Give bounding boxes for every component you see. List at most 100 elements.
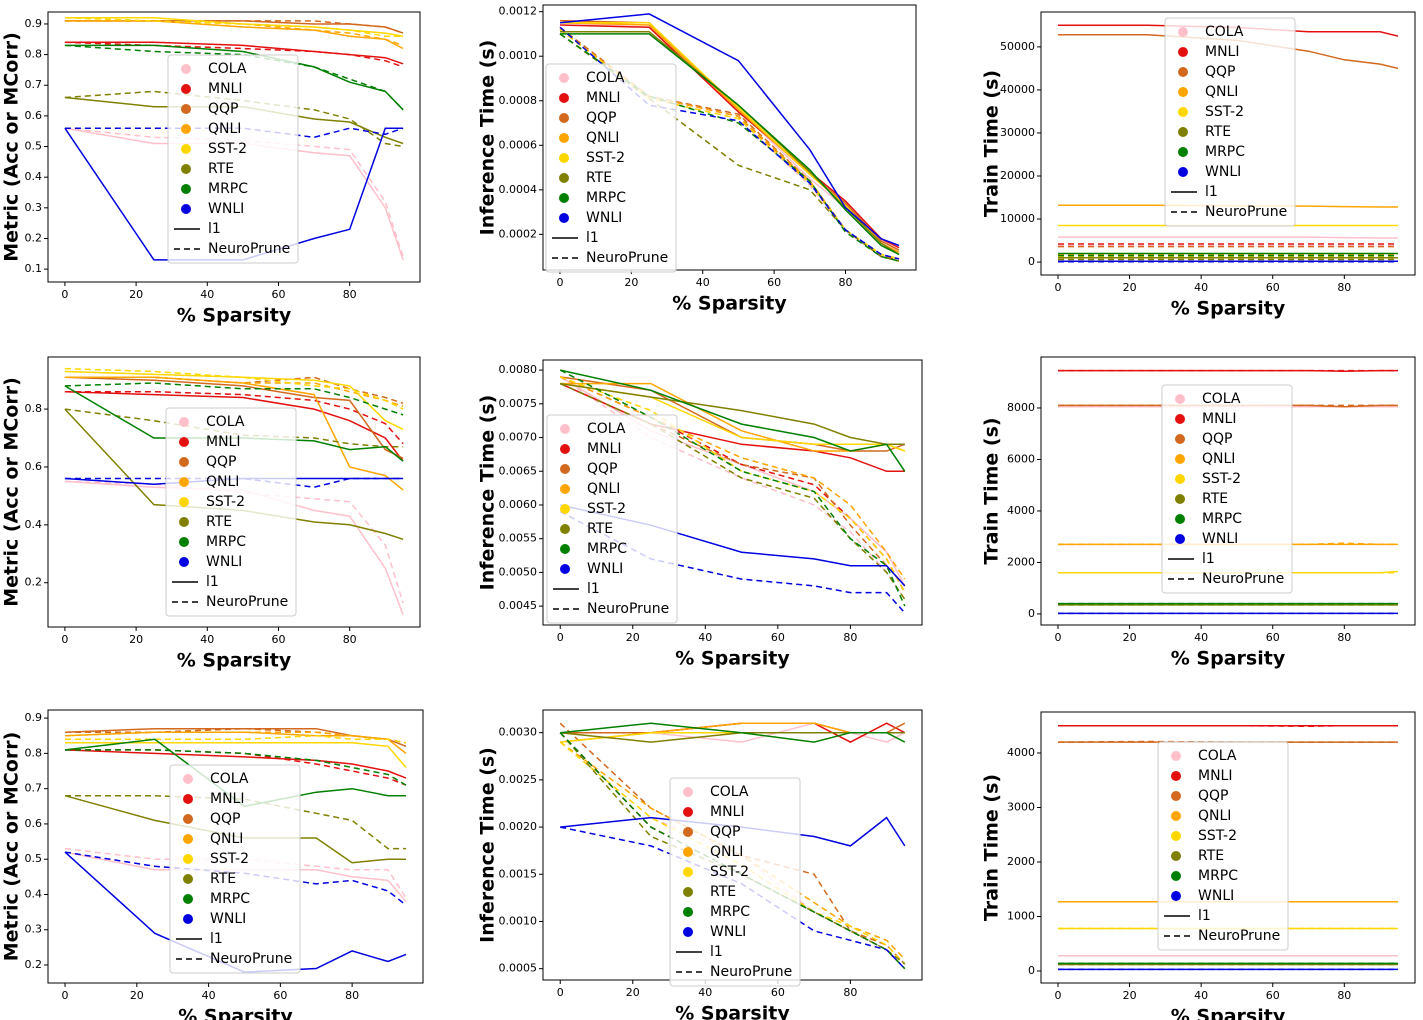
legend-marker (183, 834, 193, 844)
legend-marker (683, 847, 693, 857)
legend-marker (683, 907, 693, 917)
series-line (64, 731, 407, 744)
series-line (560, 33, 900, 256)
legend-marker (183, 894, 193, 904)
legend-label: MNLI (1205, 44, 1239, 60)
legend-marker (181, 124, 191, 134)
legend-marker (1178, 87, 1188, 97)
chart: 0 2000 4000 6000 8000 0 20 40 60 80 % Sparsity Trai… (981, 356, 1416, 670)
x-tick-label: 20 (1123, 281, 1137, 294)
y-tick-label: 0.9 (25, 711, 43, 724)
y-tick-label: 0.5 (25, 852, 43, 865)
y-tick-label: 0.0075 (499, 397, 538, 410)
y-tick-label: 0.0006 (499, 138, 538, 151)
series-line (64, 794, 406, 864)
series-line (64, 738, 406, 808)
y-tick-label: 0.0002 (499, 227, 538, 240)
chart: 0.0045 0.0050 0.0055 0.0060 0.0065 0.0070 0.00… (477, 359, 923, 670)
legend-marker (559, 153, 569, 163)
legend-label: WNLI (586, 210, 622, 226)
legend-label: l1 (206, 574, 219, 590)
y-tick-label: 0.3 (25, 923, 43, 936)
legend-label: QQP (210, 811, 240, 827)
legend-label: WNLI (587, 561, 623, 577)
legend-marker (181, 84, 191, 94)
y-axis-label: Inference Time (s) (477, 395, 499, 591)
legend-label: MNLI (208, 81, 242, 97)
legend-label: l1 (210, 931, 223, 947)
series-line (1058, 542, 1398, 546)
legend-label: COLA (206, 414, 245, 430)
legend-marker (181, 104, 191, 114)
legend-marker (559, 113, 569, 123)
legend-marker (1175, 414, 1185, 424)
legend-marker (559, 193, 569, 203)
series-line (64, 96, 404, 145)
legend-label: MRPC (1202, 511, 1242, 527)
y-tick-label: 0.9 (25, 17, 43, 30)
legend-label: SST-2 (1202, 471, 1241, 487)
legend-label: RTE (206, 514, 232, 530)
legend-box (1164, 17, 1296, 227)
series-line (64, 17, 404, 37)
legend-marker (179, 477, 189, 487)
legend-marker (1178, 127, 1188, 137)
series-line (64, 17, 404, 37)
legend-box (669, 777, 801, 987)
legend-marker (179, 497, 189, 507)
legend-label: NeuroPrune (587, 601, 669, 617)
y-tick-label: 0.8 (25, 402, 43, 415)
legend-marker (183, 874, 193, 884)
legend-label: COLA (1198, 748, 1237, 764)
legend-marker (683, 787, 693, 797)
legend-marker (1178, 107, 1188, 117)
plot-frame (47, 356, 421, 628)
x-tick-label: 20 (1123, 631, 1137, 644)
series-line (64, 390, 404, 445)
y-tick-label: 0.2 (25, 231, 43, 244)
legend-label: l1 (1198, 908, 1211, 924)
plot-frame (542, 4, 917, 271)
legend-label: MNLI (1198, 768, 1232, 784)
legend-label: MRPC (710, 904, 750, 920)
legend-label: NeuroPrune (206, 594, 288, 610)
y-tick-label: 20000 (1000, 169, 1035, 182)
legend-marker (183, 794, 193, 804)
series-line (64, 408, 404, 541)
x-tick-label: 60 (273, 989, 287, 1002)
series-line (1057, 740, 1398, 743)
legend-label: RTE (1205, 124, 1231, 140)
legend-marker (181, 164, 191, 174)
series-line (64, 127, 404, 139)
x-axis-label: % Sparsity (1171, 1006, 1286, 1020)
series-line (559, 382, 906, 600)
legend-marker (683, 887, 693, 897)
legend-marker (560, 424, 570, 434)
y-tick-label: 0.0008 (499, 94, 538, 107)
chart: 0.1 0.2 0.3 0.4 0.5 0.6 0.7 0.8 0.9 0 20 40 60 80 % Sp… (1, 11, 421, 327)
legend-label: COLA (586, 70, 625, 86)
y-tick-label: 8000 (1007, 401, 1035, 414)
x-tick-label: 40 (200, 288, 214, 301)
series-line (64, 477, 404, 488)
legend-marker (1175, 534, 1185, 544)
legend-label: NeuroPrune (210, 951, 292, 967)
legend-marker (559, 133, 569, 143)
y-tick-label: 2000 (1007, 855, 1035, 868)
series-line (64, 376, 404, 491)
legend-label: MNLI (587, 441, 621, 457)
legend-label: SST-2 (210, 851, 249, 867)
legend-label: l1 (710, 944, 723, 960)
series-line (1058, 204, 1398, 208)
y-tick-label: 0.8 (25, 746, 43, 759)
x-tick-label: 0 (1055, 281, 1062, 294)
legend-marker (183, 774, 193, 784)
x-tick-label: 80 (343, 633, 357, 646)
legend-label: QQP (1205, 64, 1235, 80)
series-line (1058, 236, 1398, 239)
x-tick-label: 40 (1194, 989, 1208, 1002)
legend-label: QNLI (210, 831, 243, 847)
legend-marker (181, 184, 191, 194)
legend-label: MRPC (210, 891, 250, 907)
legend-marker (1178, 67, 1188, 77)
